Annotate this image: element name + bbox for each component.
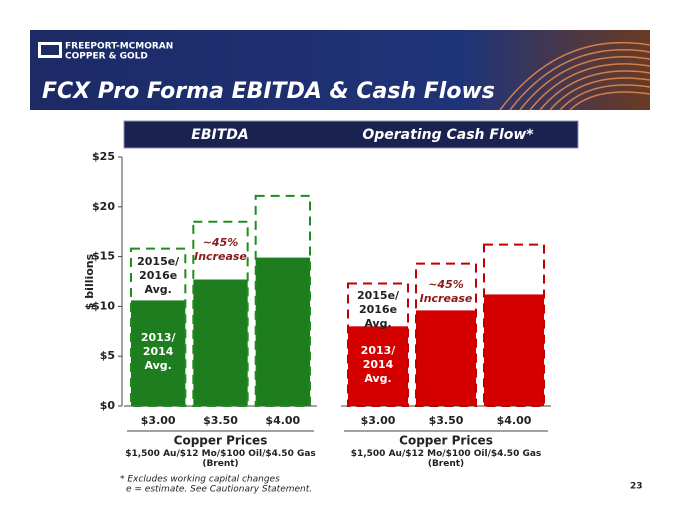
y-tick-label: $10 <box>92 299 115 312</box>
x-tick-label: $3.00 <box>361 414 396 427</box>
panel-title: Operating Cash Flow* <box>362 127 534 143</box>
estimate-box <box>483 243 545 407</box>
bar <box>348 326 408 406</box>
series-label: 2015e/ 2016e Avg. <box>137 254 180 296</box>
y-tick-label: $20 <box>92 200 115 213</box>
x-tick-label: $3.50 <box>429 414 464 427</box>
slide-title: FCX Pro Forma EBITDA & Cash Flows <box>42 79 495 104</box>
bar <box>193 279 248 406</box>
x-tick-label: $4.00 <box>265 414 300 427</box>
x-tick-label: $3.00 <box>141 414 176 427</box>
bar <box>484 294 544 406</box>
y-tick-label: $5 <box>100 349 115 362</box>
bar <box>131 300 186 406</box>
y-tick-label: $15 <box>92 250 115 263</box>
y-tick-label: $0 <box>100 399 116 412</box>
x-axis-sublabel: $1,500 Au/$12 Mo/$100 Oil/$4.50 Gas (Bre… <box>125 449 316 469</box>
x-axis-sublabel: $1,500 Au/$12 Mo/$100 Oil/$4.50 Gas (Bre… <box>350 449 542 469</box>
y-axis-label: $ billions <box>83 253 96 310</box>
annotation: ~45% Increase <box>419 277 473 305</box>
bar <box>255 257 310 406</box>
header-band <box>30 30 650 110</box>
bar <box>416 310 476 406</box>
x-tick-label: $3.50 <box>203 414 238 427</box>
panel-header <box>123 120 579 149</box>
copper-wire <box>499 41 651 111</box>
estimate-box <box>347 282 409 408</box>
series-label: 2013/ 2014 Avg. <box>360 344 396 386</box>
estimate-box <box>254 194 312 407</box>
x-axis-label: Copper Prices <box>399 434 493 448</box>
x-tick-label: $4.00 <box>497 414 532 427</box>
y-tick-label: $25 <box>92 150 115 163</box>
logo-text: COPPER & GOLD <box>65 52 148 62</box>
annotation: ~45% Increase <box>194 235 247 263</box>
logo-mark-inner <box>41 45 59 55</box>
estimate-box <box>415 262 477 407</box>
panel-title: EBITDA <box>191 127 248 143</box>
x-axis-label: Copper Prices <box>174 434 268 448</box>
logo-text: FREEPORT-MCMORAN <box>65 42 173 52</box>
series-label: 2015e/ 2016e Avg. <box>356 289 400 331</box>
page-number: 23 <box>630 482 643 492</box>
series-label: 2013/ 2014 Avg. <box>140 331 176 373</box>
footnote: * Excludes working capital changes <box>120 475 280 485</box>
footnote: e = estimate. See Cautionary Statement. <box>126 485 312 495</box>
